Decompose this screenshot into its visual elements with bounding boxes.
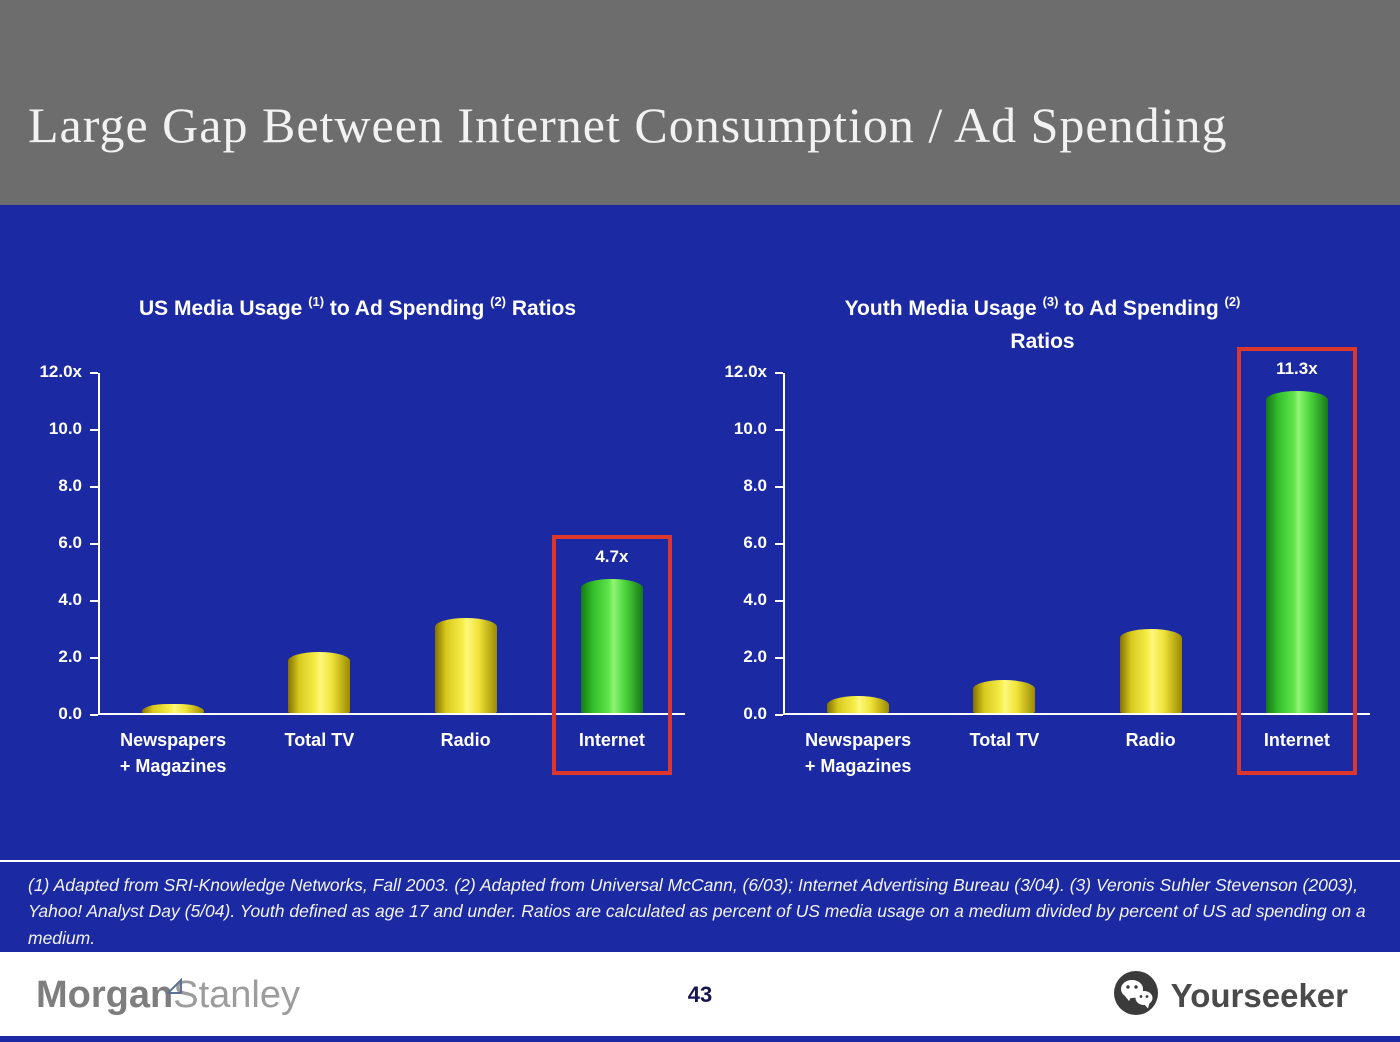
footnote-divider (0, 860, 1400, 862)
y-axis-tick-label: 6.0 (58, 533, 82, 552)
watermark: Yourseeker (1113, 970, 1348, 1021)
radio-bar (434, 617, 497, 713)
y-axis-tick-mark (90, 657, 98, 659)
slide-body: US Media Usage (1) to Ad Spending (2) Ra… (0, 205, 1400, 952)
page-number: 43 (687, 982, 713, 1007)
y-axis-tick-label: 10.0 (733, 419, 767, 438)
bar-slot-newspapers-magazines (785, 373, 931, 713)
internet-bar (1265, 390, 1328, 713)
bar-slot-total-tv (931, 373, 1077, 713)
category-labels-row: Newspapers + Magazines Total TV Radio Inter… (100, 727, 685, 779)
y-axis-tick-mark (775, 600, 783, 602)
y-axis-tick-mark (90, 600, 98, 602)
plot-area: 4.7x (90, 372, 685, 775)
internet-bar (580, 579, 643, 713)
youth-media-usage-chart: Youth Media Usage (3) to Ad Spending (2)… (715, 293, 1370, 779)
category-label-total-tv: Total TV (284, 730, 355, 750)
watermark-text: Yourseeker (1170, 976, 1348, 1014)
y-axis-tick-label: 0.0 (743, 704, 767, 723)
logo-morgan: Morgan (36, 974, 174, 1016)
highlight-box (1236, 346, 1357, 775)
category-labels-row: Newspapers + Magazines Total TV Radio Inter… (785, 727, 1370, 779)
bars-container: 4.7x (100, 373, 685, 775)
y-axis-tick-mark (90, 486, 98, 488)
y-axis-labels: 12.0x 10.0 8.0 6.0 4.0 2.0 0.0 (30, 362, 98, 723)
y-axis-tick-label: 8.0 (58, 476, 82, 495)
category-label-internet: Internet (578, 730, 645, 750)
charts-row: US Media Usage (1) to Ad Spending (2) Ra… (0, 293, 1400, 779)
bars-container: 11.3x (785, 346, 1370, 775)
y-axis-tick-label: 2.0 (743, 647, 767, 666)
morgan-stanley-logo: MorganStanley (36, 974, 300, 1017)
y-axis-tick-mark (90, 543, 98, 545)
y-axis-tick-label: 6.0 (743, 533, 767, 552)
category-label-total-tv: Total TV (969, 730, 1040, 750)
plot-area: 11.3x (775, 346, 1370, 775)
y-axis-tick-mark (775, 657, 783, 659)
plot-row: 12.0x 10.0 8.0 6.0 4.0 2.0 0.0 4.7x (30, 362, 685, 775)
slide-title: Large Gap Between Internet Consumption /… (28, 97, 1228, 153)
y-axis-tick-label: 0.0 (58, 704, 82, 723)
footnote: (1) Adapted from SRI-Knowledge Networks,… (28, 875, 1366, 948)
us-media-usage-chart: US Media Usage (1) to Ad Spending (2) Ra… (30, 293, 685, 779)
chart-title: US Media Usage (1) to Ad Spending (2) Ra… (138, 294, 577, 320)
y-axis-tick-mark (775, 543, 783, 545)
category-label-newspapers-magazines: Newspapers + Magazines (119, 730, 227, 777)
y-axis-tick-mark (775, 429, 783, 431)
newspapers-magazines-bar (142, 704, 205, 713)
category-label-radio: Radio (440, 730, 491, 750)
radio-bar (1119, 628, 1182, 713)
y-axis-tick-label: 4.0 (743, 590, 767, 609)
y-axis-tick-label: 12.0x (39, 362, 82, 381)
y-axis-tick-label: 2.0 (58, 647, 82, 666)
bar-slot-internet: 11.3x (1224, 346, 1370, 775)
y-axis-tick-mark (775, 486, 783, 488)
y-axis-tick-mark (90, 429, 98, 431)
y-axis-tick-mark (775, 714, 783, 716)
wechat-icon (1113, 970, 1159, 1021)
chart-title: Youth Media Usage (3) to Ad Spending (2)… (844, 294, 1241, 353)
plot-row: 12.0x 10.0 8.0 6.0 4.0 2.0 0.0 11.3x (715, 346, 1370, 775)
y-axis-tick-label: 8.0 (743, 476, 767, 495)
bar-value-label: 11.3x (1276, 358, 1318, 378)
y-axis-labels: 12.0x 10.0 8.0 6.0 4.0 2.0 0.0 (715, 362, 783, 723)
bar-slot-radio (393, 373, 539, 713)
bar-slot-internet: 4.7x (539, 373, 685, 775)
y-axis-tick-label: 10.0 (48, 419, 82, 438)
y-axis-tick-mark (90, 714, 98, 716)
bar-slot-total-tv (246, 373, 392, 713)
y-axis-tick-mark (775, 372, 783, 374)
newspapers-magazines-bar (827, 695, 890, 713)
logo-stanley: Stanley (173, 974, 300, 1016)
category-label-newspapers-magazines: Newspapers + Magazines (804, 730, 912, 777)
morgan-stanley-triangle-icon (165, 962, 183, 1005)
total-tv-bar (288, 651, 351, 713)
bottom-blue-strip (0, 1036, 1400, 1042)
y-axis-tick-label: 4.0 (58, 590, 82, 609)
bar-slot-radio (1078, 373, 1224, 713)
header-band: Large Gap Between Internet Consumption /… (0, 0, 1400, 205)
footer-band: MorganStanley 43 Yourseeker (0, 952, 1400, 1036)
total-tv-bar (973, 680, 1036, 713)
y-axis-tick-mark (90, 372, 98, 374)
y-axis-tick-label: 12.0x (724, 362, 767, 381)
category-label-internet: Internet (1263, 730, 1330, 750)
bar-value-label: 4.7x (595, 547, 629, 567)
category-label-radio: Radio (1125, 730, 1176, 750)
bar-slot-newspapers-magazines (100, 373, 246, 713)
highlight-box (551, 535, 672, 775)
